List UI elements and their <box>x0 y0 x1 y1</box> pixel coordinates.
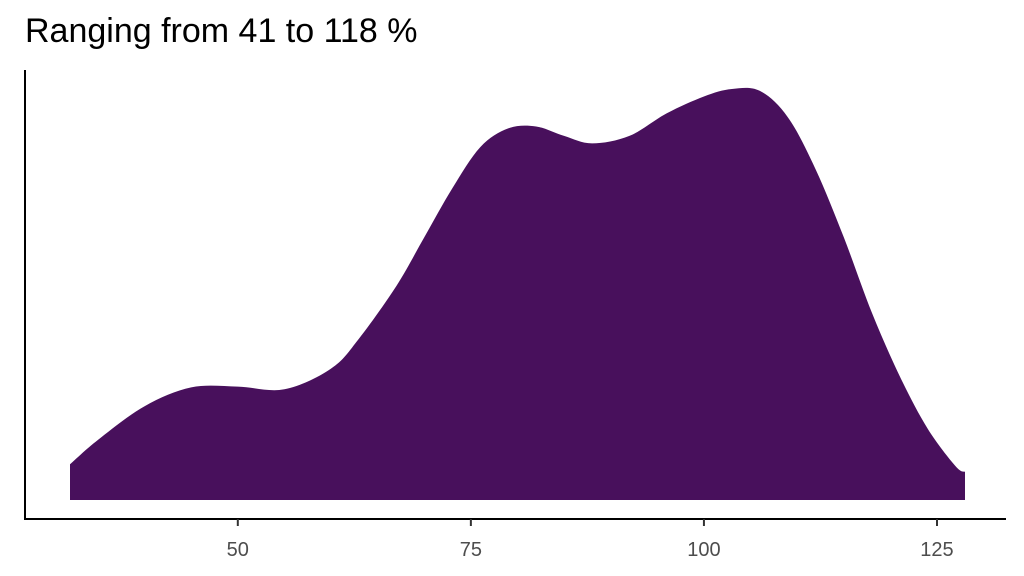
axis-layer: 50 75 100 125 <box>24 70 1006 561</box>
x-tick-label: 75 <box>460 539 482 561</box>
x-tick-label: 50 <box>227 539 249 561</box>
x-tick-label: 125 <box>920 539 953 561</box>
chart-title: Ranging from 41 to 118 % <box>25 12 418 50</box>
density-area <box>70 87 965 500</box>
plot-layer <box>70 87 965 500</box>
x-tick-label: 100 <box>687 539 720 561</box>
